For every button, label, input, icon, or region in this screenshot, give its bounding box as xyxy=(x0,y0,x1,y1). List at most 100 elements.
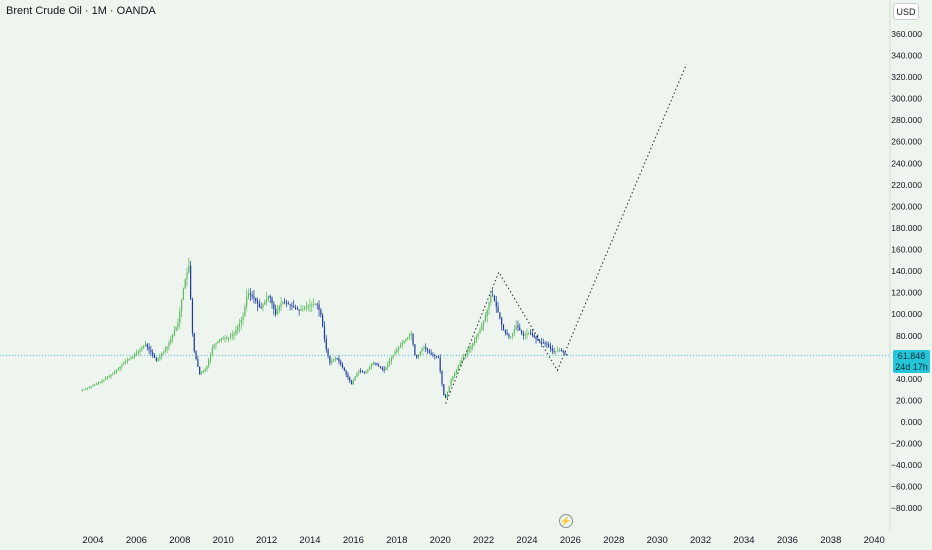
candle-body xyxy=(179,311,181,323)
candle-body xyxy=(311,304,313,306)
x-tick-label: 2008 xyxy=(169,535,190,546)
candle-body xyxy=(86,387,89,389)
candle-body xyxy=(262,304,264,308)
candle-body xyxy=(419,351,421,355)
candle-body xyxy=(133,355,136,357)
candle-body xyxy=(446,392,449,399)
candle-body xyxy=(408,335,411,338)
candle-body xyxy=(338,358,340,362)
candle-body xyxy=(275,308,277,315)
candle-body xyxy=(206,365,208,370)
candle-body xyxy=(566,354,568,356)
candle-body xyxy=(331,361,333,363)
candle-body xyxy=(94,384,96,386)
candle-body xyxy=(508,334,510,337)
y-tick-label: 220.000 xyxy=(891,180,922,190)
candle-body xyxy=(231,335,233,337)
candle-body xyxy=(266,298,268,302)
candle-body xyxy=(553,350,555,352)
candle-body xyxy=(209,353,212,360)
candle-body xyxy=(298,309,300,311)
candle-body xyxy=(490,295,492,303)
candle-body xyxy=(106,377,109,379)
candle-body xyxy=(452,376,454,381)
candle-body xyxy=(546,343,548,345)
candle-body xyxy=(551,348,553,351)
candle-body xyxy=(276,310,279,315)
candle-body xyxy=(564,352,566,355)
y-tick-label: 280.000 xyxy=(891,115,922,125)
x-tick-label: 2020 xyxy=(430,535,451,546)
candle-body xyxy=(235,330,237,334)
candle-body xyxy=(105,378,107,380)
candle-body xyxy=(132,356,134,358)
candle-body xyxy=(483,320,485,325)
candle-body xyxy=(291,305,293,307)
candle-body xyxy=(191,299,194,334)
candle-body xyxy=(497,306,499,313)
candle-body xyxy=(537,338,539,341)
candle-body xyxy=(511,332,514,337)
candle-body xyxy=(376,363,378,366)
candle-body xyxy=(300,310,302,311)
candle-body xyxy=(171,334,174,339)
candle-body xyxy=(360,370,362,372)
candle-body xyxy=(269,295,271,299)
candle-body xyxy=(379,366,382,368)
candle-body xyxy=(229,336,232,338)
candle-body xyxy=(517,325,519,328)
candle-body xyxy=(501,318,503,325)
y-tick-label: 120.000 xyxy=(891,288,922,298)
candle-body xyxy=(405,338,407,341)
candle-body xyxy=(367,369,369,372)
candle-body xyxy=(208,359,210,366)
candle-body xyxy=(213,345,215,348)
candle-body xyxy=(314,303,317,305)
candle-body xyxy=(114,371,116,374)
candle-body xyxy=(170,338,172,343)
candle-body xyxy=(85,388,87,390)
candle-body xyxy=(356,372,358,377)
lightning-icon[interactable]: ⚡ xyxy=(559,514,573,528)
projection-path[interactable] xyxy=(445,63,688,404)
candle-body xyxy=(119,366,121,369)
candle-body xyxy=(401,342,403,346)
candle-body xyxy=(115,369,118,372)
candle-body xyxy=(190,265,192,300)
candle-body xyxy=(524,334,526,336)
y-tick-label: 180.000 xyxy=(891,223,922,233)
candle-body xyxy=(542,342,544,344)
x-tick-label: 2004 xyxy=(82,535,103,546)
candle-body xyxy=(426,349,429,351)
candle-body xyxy=(385,367,387,371)
x-axis[interactable]: 2004 2006 2008 2010 2012 2014 2016 2018 2020 2022… xyxy=(82,535,884,546)
candle-body xyxy=(256,301,259,305)
candle-body xyxy=(540,341,543,343)
candle-body xyxy=(135,353,137,356)
candle-body xyxy=(365,371,367,374)
candle-body xyxy=(284,301,286,303)
candle-body xyxy=(555,351,557,352)
candle-body xyxy=(363,372,365,374)
candle-body xyxy=(152,352,154,356)
candle-body xyxy=(81,390,83,391)
x-tick-label: 2024 xyxy=(516,535,537,546)
current-price-tag: 61.848 24d 17h xyxy=(893,350,930,373)
y-axis[interactable]: 360.000 340.000 320.000 300.000 280.000 260.0… xyxy=(891,29,922,513)
candle-body xyxy=(137,351,139,354)
candle-body xyxy=(443,384,445,396)
candle-body xyxy=(412,333,414,345)
candle-body xyxy=(307,305,309,307)
x-tick-label: 2026 xyxy=(560,535,581,546)
candle-body xyxy=(182,288,185,301)
candle-body xyxy=(249,293,251,296)
candle-body xyxy=(513,329,515,333)
candle-body xyxy=(423,347,425,349)
candle-body xyxy=(112,373,114,375)
candle-body xyxy=(83,389,85,391)
candle-body xyxy=(211,347,213,354)
candle-body xyxy=(242,316,244,320)
candle-body xyxy=(323,326,326,339)
currency-button[interactable]: USD xyxy=(893,3,919,20)
